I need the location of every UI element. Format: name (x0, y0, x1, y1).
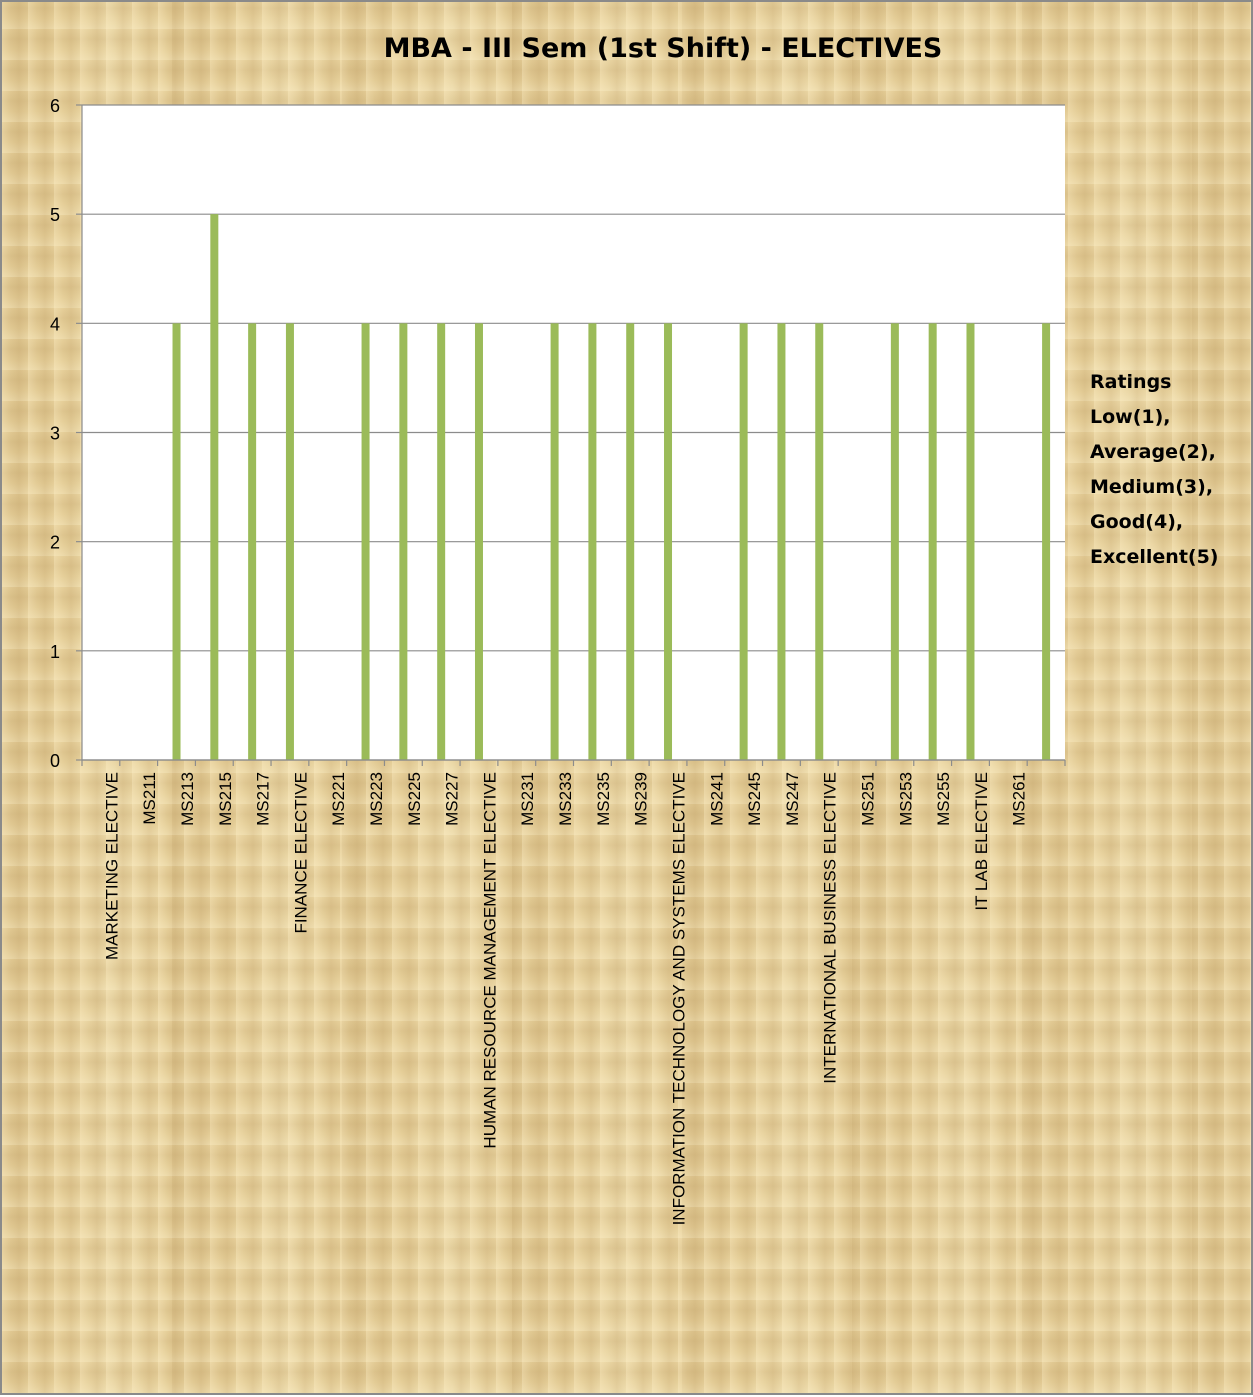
x-category-label: IT LAB ELECTIVE (972, 772, 991, 911)
x-category-label: MS227 (443, 772, 462, 826)
x-category-label: MS217 (254, 772, 273, 826)
x-category-label: HUMAN RESOURCE MANAGEMENT ELECTIVE (480, 772, 499, 1149)
y-tick-label: 3 (50, 424, 60, 444)
x-category-label: MS245 (745, 772, 764, 826)
x-category-label: MS211 (140, 772, 159, 825)
x-category-label: MS247 (783, 772, 802, 826)
bar (172, 323, 181, 760)
bar (626, 323, 635, 760)
x-category-label: MS235 (594, 772, 613, 826)
bar (474, 323, 483, 760)
bar (815, 323, 824, 760)
bar (966, 323, 975, 760)
legend-line: Low(1), (1090, 406, 1171, 428)
x-category-label: MS253 (896, 772, 915, 826)
x-category-label: MS255 (934, 772, 953, 826)
y-tick-label: 1 (50, 642, 60, 662)
x-category-label: FINANCE ELECTIVE (291, 772, 310, 934)
x-category-label: MS241 (707, 772, 726, 826)
x-category-label: MS261 (1010, 772, 1029, 826)
legend-line: Medium(3), (1090, 476, 1214, 498)
x-category-label: INTERNATIONAL BUSINESS ELECTIVE (821, 772, 840, 1084)
legend-line: Ratings (1090, 371, 1172, 393)
y-tick-label: 6 (50, 96, 60, 116)
bar (361, 323, 370, 760)
y-tick-label: 2 (50, 533, 60, 553)
legend-line: Good(4), (1090, 511, 1184, 533)
bar (777, 323, 786, 760)
legend-line: Excellent(5) (1090, 546, 1219, 568)
x-category-label: MS213 (178, 772, 197, 826)
x-category-label: MS233 (556, 772, 575, 826)
y-tick-label: 5 (50, 205, 60, 225)
x-category-label: MS221 (329, 772, 348, 826)
x-category-label: MS215 (216, 772, 235, 826)
bar (285, 323, 294, 760)
x-category-label: MS223 (367, 772, 386, 826)
bar (1042, 323, 1051, 760)
x-category-label: MS239 (632, 772, 651, 826)
bar (550, 323, 559, 760)
bar (928, 323, 937, 760)
legend-line: Average(2), (1090, 441, 1216, 463)
x-category-label: MS251 (859, 772, 878, 826)
bar (210, 214, 219, 760)
bar (739, 323, 748, 760)
y-tick-label: 4 (50, 314, 60, 334)
bar (890, 323, 899, 760)
bar (399, 323, 408, 760)
ratings-legend: Ratings Low(1), Average(2), Medium(3), G… (1090, 365, 1219, 575)
bar (664, 323, 673, 760)
x-category-label: INFORMATION TECHNOLOGY AND SYSTEMS ELECT… (669, 772, 688, 1225)
bar (248, 323, 257, 760)
x-category-label: MS225 (405, 772, 424, 826)
y-tick-label: 0 (50, 751, 60, 771)
chart-title: MBA - III Sem (1st Shift) - ELECTIVES (384, 33, 943, 64)
bar (588, 323, 597, 760)
bar (437, 323, 446, 760)
x-category-label: MS231 (518, 772, 537, 826)
x-category-label: MARKETING ELECTIVE (102, 772, 121, 960)
